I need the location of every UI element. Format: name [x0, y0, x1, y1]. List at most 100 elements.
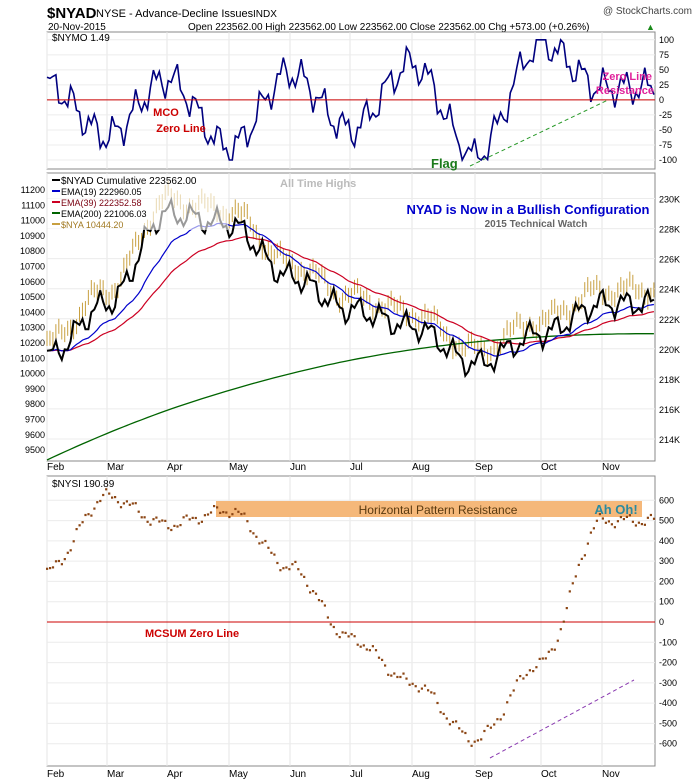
- nysi-point: [152, 518, 155, 521]
- nysi-point: [146, 520, 149, 523]
- ema200-line: [46, 333, 654, 461]
- ema19-legend: EMA(19) 222960.05: [61, 187, 142, 197]
- month-tick-label: Oct: [541, 462, 557, 473]
- nysi-point: [433, 692, 436, 695]
- nysi-point: [249, 530, 252, 533]
- nysi-point: [631, 520, 634, 523]
- nysi-point: [297, 568, 300, 571]
- nysi-point: [285, 566, 288, 569]
- nysi-point: [69, 549, 72, 552]
- nysi-point: [586, 542, 589, 545]
- nysi-point: [448, 723, 451, 726]
- nysi-tick-label: -400: [659, 698, 677, 708]
- nysi-point: [455, 720, 458, 723]
- nysi-point: [473, 740, 476, 743]
- month-tick-label: Jul: [350, 462, 363, 473]
- nysi-point: [213, 505, 216, 508]
- nysi-point: [430, 691, 433, 694]
- nysi-point: [338, 636, 341, 639]
- nymo-tick-label: -25: [659, 110, 672, 120]
- nysi-point: [512, 689, 515, 692]
- nysi-point: [182, 516, 185, 519]
- nysi-point: [577, 563, 580, 566]
- month-tick-label: Apr: [167, 769, 183, 780]
- month-tick-label: Nov: [602, 462, 620, 473]
- month-tick-label: Apr: [167, 462, 183, 473]
- nysi-point: [216, 506, 219, 509]
- month-tick-label: Nov: [602, 769, 620, 780]
- nyad-right-tick-label: 226K: [659, 255, 680, 265]
- nysi-point: [538, 657, 541, 660]
- nysi-point: [96, 501, 99, 504]
- nysi-tick-label: -600: [659, 739, 677, 749]
- month-tick-label: Aug: [412, 769, 430, 780]
- nysi-point: [234, 507, 237, 511]
- nysi-point: [134, 502, 137, 505]
- nysi-trendline: [489, 679, 635, 759]
- nysi-point: [541, 657, 544, 660]
- symbol-label: $NYAD: [47, 5, 97, 22]
- nysi-point: [628, 514, 631, 517]
- nysi-point: [66, 551, 69, 554]
- date-label: 20-Nov-2015: [48, 22, 106, 33]
- nya-legend: $NYA 10444.20: [61, 220, 123, 230]
- nysi-point: [499, 718, 502, 721]
- horizontal-resistance-label: Horizontal Pattern Resistance: [359, 503, 518, 517]
- nysi-point: [276, 561, 279, 565]
- month-tick-label: Sep: [475, 769, 493, 780]
- nysi-point: [420, 687, 423, 690]
- nysi-point: [60, 563, 63, 566]
- nyad-left-tick-label: 10600: [20, 277, 45, 287]
- nysi-point: [231, 513, 234, 516]
- nysi-point: [509, 694, 512, 697]
- nysi-point: [467, 740, 470, 743]
- nysi-point: [649, 513, 652, 517]
- nysi-point: [393, 672, 396, 675]
- nysi-point: [486, 724, 489, 727]
- nyad-left-tick-label: 10500: [20, 292, 45, 302]
- nysi-point: [571, 582, 574, 585]
- ema200-legend: EMA(200) 221006.03: [61, 209, 147, 219]
- nysi-point: [102, 493, 105, 497]
- nyad-left-tick-label: 10000: [20, 369, 45, 379]
- nysi-point: [288, 568, 291, 571]
- nysi-point: [303, 575, 306, 578]
- nymo-tick-label: 75: [659, 50, 669, 60]
- nysi-point: [532, 670, 535, 673]
- nyad-right-tick-label: 214K: [659, 435, 680, 445]
- nysi-point: [515, 679, 518, 682]
- nysi-point: [613, 526, 616, 529]
- nyad-left-tick-label: 9500: [25, 445, 45, 455]
- nysi-point: [170, 528, 173, 532]
- nysi-point: [105, 488, 108, 491]
- nysi-point: [206, 513, 210, 516]
- zero-line-resistance-label-2: Resistance: [596, 85, 654, 97]
- nysi-point: [116, 501, 120, 504]
- nysi-point: [580, 557, 583, 560]
- nysi-point: [565, 607, 568, 610]
- nysi-point: [46, 567, 49, 570]
- nysi-point: [57, 559, 60, 563]
- nysi-point: [240, 513, 243, 516]
- month-tick-label: Mar: [107, 769, 125, 780]
- nysi-point: [595, 519, 598, 522]
- nyad-left-tick-label: 10200: [20, 338, 45, 348]
- nysi-point: [502, 713, 505, 716]
- nysi-point: [519, 675, 522, 678]
- nysi-point: [356, 643, 359, 646]
- nysi-point: [140, 516, 143, 519]
- nysi-point: [188, 518, 191, 521]
- nysi-point: [535, 666, 538, 669]
- nyad-left-tick-label: 9800: [25, 399, 45, 409]
- ema19-line: [46, 222, 654, 357]
- nysi-point: [550, 648, 553, 651]
- ohlc-label: Open 223562.00 High 223562.00 Low 223562…: [188, 22, 589, 33]
- nysi-point: [255, 535, 258, 538]
- nysi-point: [442, 712, 445, 715]
- nysi-point: [119, 506, 123, 509]
- nysi-point: [583, 554, 586, 557]
- nysi-tick-label: -100: [659, 637, 677, 647]
- bullish-title: NYAD is Now in a Bullish Configuration: [407, 202, 650, 217]
- nysi-point: [291, 563, 294, 566]
- nyad-right-tick-label: 220K: [659, 345, 680, 355]
